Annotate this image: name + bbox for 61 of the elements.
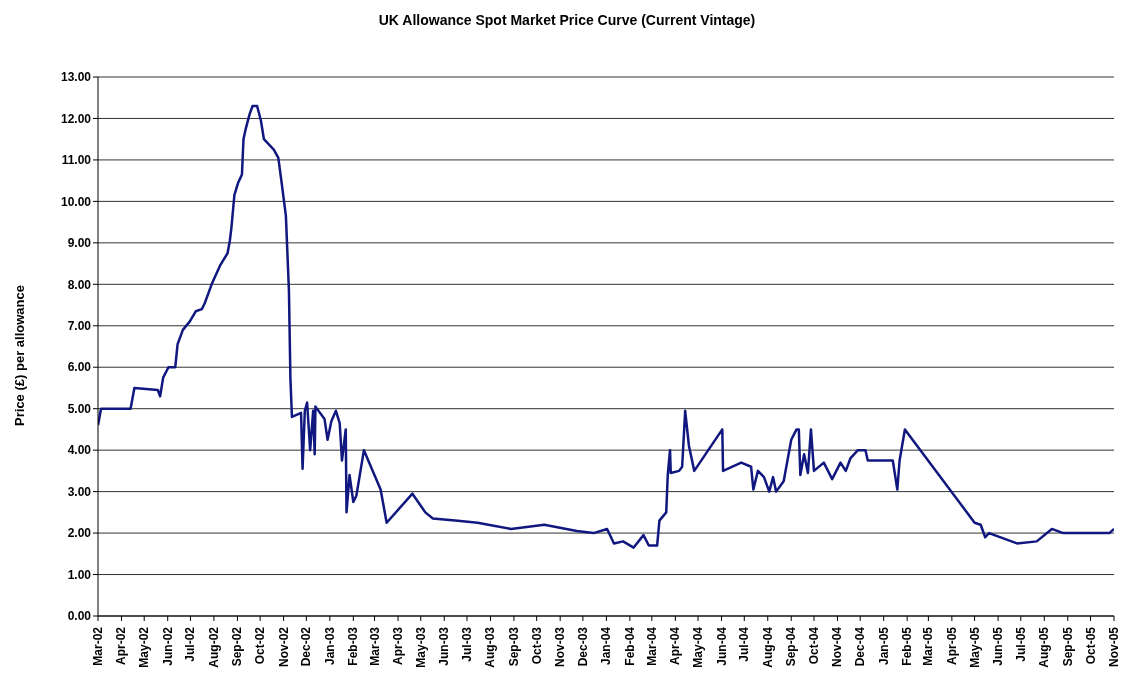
x-tick-label: Jan-03 — [322, 626, 337, 666]
chart-title: UK Allowance Spot Market Price Curve (Current Vintage) — [377, 11, 757, 30]
x-tick-label: Jan-04 — [599, 626, 614, 666]
x-tick-label: Aug-05 — [1037, 626, 1052, 668]
y-tick-label: 7.00 — [67, 319, 92, 334]
x-tick-label: Nov-05 — [1107, 626, 1121, 668]
x-tick-label: May-03 — [413, 626, 428, 668]
x-tick-label: Jul-04 — [737, 626, 752, 662]
x-tick-label: Apr-04 — [668, 626, 683, 666]
y-tick-label: 2.00 — [67, 526, 92, 541]
y-tick-label: 0.00 — [67, 609, 92, 624]
x-tick-label: Apr-05 — [944, 626, 959, 666]
x-tick-label: Oct-03 — [529, 626, 544, 665]
x-tick-label: Mar-04 — [644, 626, 659, 666]
y-tick-label: 9.00 — [67, 236, 92, 251]
x-tick-label: Jun-05 — [991, 626, 1006, 666]
x-tick-label: Sep-05 — [1060, 626, 1075, 667]
y-axis-title: Price (£) per allowance — [11, 284, 27, 426]
x-tick-label: Oct-05 — [1083, 626, 1098, 665]
x-tick-label: Sep-03 — [506, 626, 521, 667]
x-tick-label: May-04 — [691, 626, 706, 668]
x-tick-label: Mar-03 — [367, 626, 382, 666]
x-tick-label: Dec-02 — [299, 626, 314, 667]
x-tick-label: Mar-05 — [921, 626, 936, 666]
x-tick-label: Jul-02 — [183, 626, 198, 662]
y-tick-label: 8.00 — [67, 277, 92, 292]
y-tick-label: 11.00 — [61, 153, 92, 168]
y-tick-label: 4.00 — [67, 443, 92, 458]
x-tick-label: Jun-03 — [437, 626, 452, 666]
x-tick-label: Feb-04 — [622, 626, 637, 666]
x-tick-label: Dec-03 — [575, 626, 590, 667]
x-tick-label: Oct-02 — [253, 626, 268, 665]
y-tick-label: 5.00 — [67, 401, 92, 416]
y-tick-label: 13.00 — [60, 70, 92, 85]
x-tick-label: Sep-04 — [784, 626, 799, 667]
y-tick-label: 12.00 — [60, 111, 92, 126]
x-tick-label: Oct-04 — [806, 626, 821, 665]
x-tick-label: Jul-03 — [459, 626, 474, 662]
x-tick-label: Jun-04 — [714, 626, 729, 666]
x-tick-label: Apr-02 — [114, 626, 129, 666]
y-tick-label: 6.00 — [67, 360, 92, 375]
y-tick-label: 3.00 — [67, 484, 92, 499]
x-tick-label: May-05 — [967, 626, 982, 668]
x-tick-label: Sep-02 — [230, 626, 245, 667]
x-tick-label: Dec-04 — [853, 626, 868, 667]
y-tick-label: 1.00 — [67, 567, 92, 582]
x-tick-label: Jun-02 — [160, 626, 175, 666]
x-tick-label: Nov-02 — [276, 626, 291, 668]
x-tick-label: May-02 — [137, 626, 152, 668]
x-tick-label: Feb-03 — [346, 626, 361, 666]
y-tick-label: 10.00 — [60, 194, 92, 209]
x-tick-label: Aug-03 — [483, 626, 498, 668]
x-tick-label: Nov-04 — [830, 626, 845, 668]
x-tick-label: Apr-03 — [391, 626, 406, 666]
x-tick-label: Jul-05 — [1013, 626, 1028, 662]
x-tick-label: Aug-02 — [206, 626, 221, 668]
x-tick-label: Mar-02 — [91, 626, 105, 666]
x-tick-label: Feb-05 — [900, 626, 915, 666]
x-tick-label: Nov-03 — [553, 626, 568, 668]
x-tick-label: Jan-05 — [876, 626, 891, 666]
x-tick-label: Aug-04 — [760, 626, 775, 668]
